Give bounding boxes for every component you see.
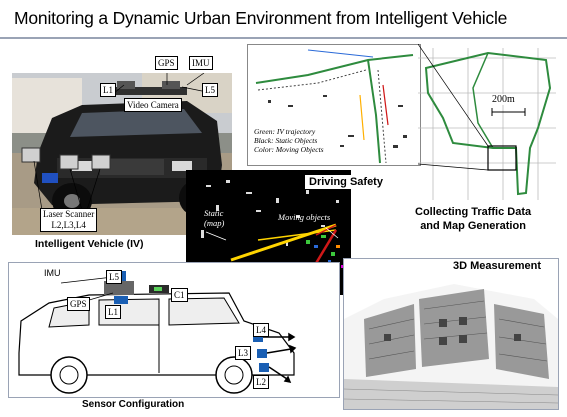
sensor-caption: Sensor Configuration <box>82 399 185 410</box>
map-legend: Green: IV trajectory Black: Static Objec… <box>254 127 324 154</box>
map-caption-line2: and Map Generation <box>420 220 526 232</box>
sensor-label-l1: L1 <box>105 305 121 319</box>
vehicle-caption: Intelligent Vehicle (IV) <box>35 238 144 250</box>
page-title: Monitoring a Dynamic Urban Environment f… <box>14 8 508 28</box>
static-map-label: Static (map) <box>204 208 224 228</box>
point-cloud <box>344 284 558 409</box>
static-label: Static <box>204 208 224 218</box>
laser-scanner-text: Laser Scanner <box>43 209 95 219</box>
map-caption-line1: Collecting Traffic Data <box>415 206 532 218</box>
sensor-config-panel: IMU GPS L5 L1 C1 L4 L3 L2 <box>8 262 340 398</box>
title-rule <box>0 37 567 39</box>
legend-color: Color: Moving Objects <box>254 145 324 154</box>
zoom-connector <box>418 44 489 171</box>
sensor-label-l5: L5 <box>106 270 122 284</box>
measurement-panel <box>343 258 559 410</box>
legend-black: Black: Static Objects <box>254 136 318 145</box>
label-l5: L5 <box>202 83 218 97</box>
laser-scanner-ids: L2,L3,L4 <box>51 220 86 230</box>
label-imu: IMU <box>189 56 213 70</box>
map-sublabel: (map) <box>204 218 225 228</box>
grid-map <box>418 48 556 200</box>
trajectory-grid: 200m <box>418 48 556 200</box>
sensor-label-imu: IMU <box>44 268 61 278</box>
sensor-label-gps: GPS <box>67 297 90 311</box>
map-panel: Green: IV trajectory Black: Static Objec… <box>247 44 421 166</box>
map-caption: Collecting Traffic Data and Map Generati… <box>415 205 531 233</box>
driving-safety-title: Driving Safety <box>305 175 387 189</box>
minivan-diagram <box>18 271 297 394</box>
legend-green: Green: IV trajectory <box>254 127 316 136</box>
sensor-label-c1: C1 <box>171 288 188 302</box>
label-l1: L1 <box>100 83 116 97</box>
map-scan <box>255 49 414 164</box>
moving-objects-label: Moving objects <box>278 212 331 222</box>
sensor-label-l4: L4 <box>253 323 269 337</box>
sensor-label-l2: L2 <box>253 375 269 389</box>
label-video-camera: Video Camera <box>124 98 182 112</box>
measurement-caption: 3D Measurement <box>450 260 545 272</box>
label-gps: GPS <box>155 56 178 70</box>
sensor-label-l3: L3 <box>235 346 251 360</box>
label-laser-scanner: Laser Scanner L2,L3,L4 <box>40 208 98 232</box>
scale-label: 200m <box>492 94 515 105</box>
